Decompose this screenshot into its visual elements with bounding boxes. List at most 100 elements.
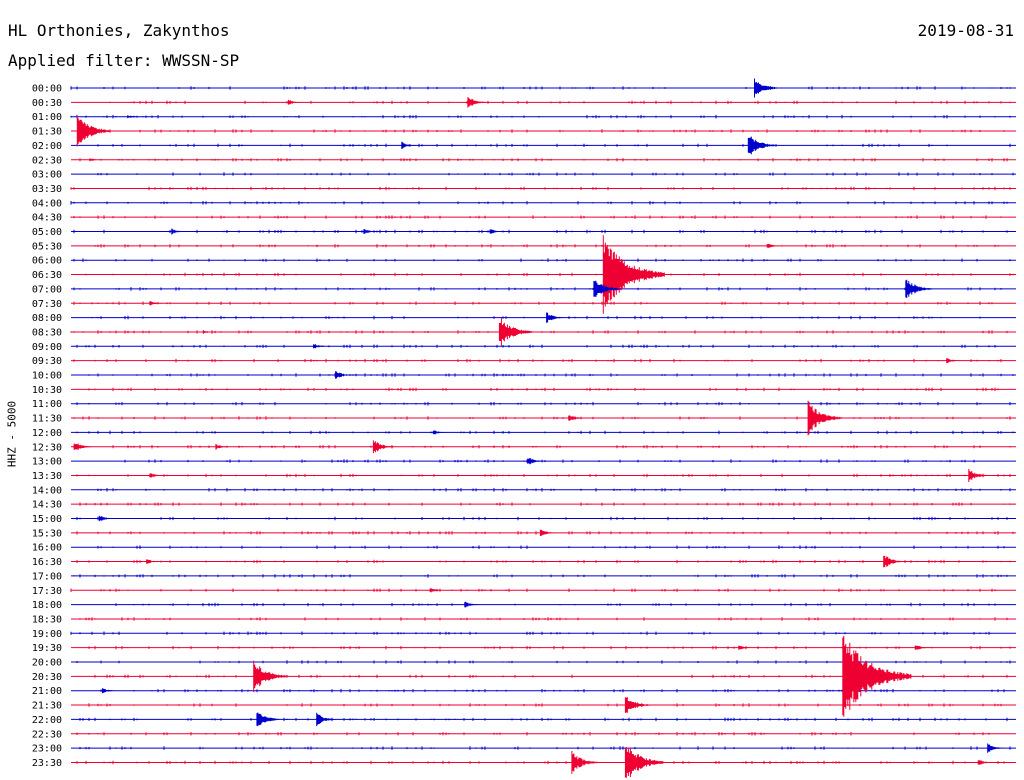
trace-noise bbox=[70, 186, 1011, 191]
row-time-label: 05:00 bbox=[32, 227, 62, 238]
seismic-event bbox=[171, 228, 186, 235]
seismic-event bbox=[102, 688, 116, 694]
row-time-label: 08:30 bbox=[32, 327, 62, 338]
seismic-event bbox=[571, 751, 598, 774]
trace-noise bbox=[76, 430, 1014, 435]
row-time-label: 08:00 bbox=[32, 313, 62, 324]
row-time-label: 10:30 bbox=[32, 385, 62, 396]
trace-noise bbox=[109, 100, 1011, 105]
row-time-label: 14:30 bbox=[32, 500, 62, 511]
seismic-event bbox=[498, 318, 532, 346]
row-time-label: 19:30 bbox=[32, 643, 62, 654]
seismic-event bbox=[372, 440, 394, 454]
seismic-event bbox=[568, 415, 585, 421]
trace-noise bbox=[79, 158, 1008, 162]
seismic-event bbox=[546, 312, 565, 323]
row-time-label: 12:00 bbox=[32, 428, 62, 439]
trace-noise bbox=[70, 201, 1008, 205]
row-time-label: 07:30 bbox=[32, 299, 62, 310]
row-time-label: 09:30 bbox=[32, 356, 62, 367]
row-time-label: 11:00 bbox=[32, 399, 62, 410]
row-time-label: 14:00 bbox=[32, 485, 62, 496]
seismic-event bbox=[527, 457, 545, 465]
trace-noise bbox=[97, 172, 1014, 176]
row-time-label: 12:30 bbox=[32, 442, 62, 453]
row-time-label: 17:30 bbox=[32, 586, 62, 597]
row-time-label: 18:30 bbox=[32, 614, 62, 625]
seismic-event bbox=[842, 635, 912, 717]
row-time-label: 18:00 bbox=[32, 600, 62, 611]
trace-noise bbox=[115, 602, 996, 607]
seismic-event bbox=[146, 559, 161, 564]
trace-noise bbox=[79, 502, 1014, 506]
row-time-label: 01:30 bbox=[32, 127, 62, 138]
trace-noise bbox=[88, 387, 999, 392]
trace-noise bbox=[97, 488, 1011, 492]
row-time-label: 00:00 bbox=[32, 84, 62, 95]
row-time-label: 15:00 bbox=[32, 514, 62, 525]
seismic-event bbox=[766, 243, 781, 248]
trace-noise bbox=[76, 732, 990, 736]
row-time-label: 13:00 bbox=[32, 457, 62, 468]
row-time-label: 16:00 bbox=[32, 543, 62, 554]
row-time-label: 05:30 bbox=[32, 241, 62, 252]
row-time-label: 04:30 bbox=[32, 213, 62, 224]
seismic-event bbox=[313, 344, 327, 349]
row-time-label: 06:00 bbox=[32, 256, 62, 267]
seismic-event bbox=[316, 712, 337, 727]
seismic-event bbox=[149, 301, 164, 306]
trace-noise bbox=[76, 473, 1011, 478]
row-time-label: 20:00 bbox=[32, 658, 62, 669]
row-time-label: 22:00 bbox=[32, 715, 62, 726]
row-time-label: 23:00 bbox=[32, 744, 62, 755]
row-time-label: 16:30 bbox=[32, 557, 62, 568]
seismic-event bbox=[905, 279, 932, 298]
trace-noise bbox=[73, 287, 1002, 291]
trace-noise bbox=[70, 86, 1011, 90]
seismic-event bbox=[432, 430, 447, 435]
seismic-event bbox=[602, 235, 665, 314]
seismic-event bbox=[489, 229, 504, 234]
row-time-label: 06:30 bbox=[32, 270, 62, 281]
seismic-event bbox=[539, 529, 556, 536]
seismic-event bbox=[127, 115, 141, 119]
trace-noise bbox=[73, 258, 1011, 262]
row-time-label: 11:30 bbox=[32, 414, 62, 425]
trace-noise bbox=[94, 244, 999, 248]
row-time-label: 10:00 bbox=[32, 371, 62, 382]
seismic-event bbox=[987, 743, 1005, 753]
trace-noise bbox=[70, 631, 990, 636]
seismic-event bbox=[215, 443, 230, 450]
seismic-event bbox=[98, 515, 115, 522]
seismic-event bbox=[624, 747, 664, 778]
row-time-label: 23:30 bbox=[32, 758, 62, 769]
seismic-event bbox=[807, 400, 842, 436]
station-title: HL Orthonies, Zakynthos bbox=[8, 21, 230, 40]
row-time-label: 21:30 bbox=[32, 701, 62, 712]
row-time-label: 01:00 bbox=[32, 112, 62, 123]
seismic-event bbox=[401, 141, 418, 149]
seismic-event bbox=[914, 645, 931, 650]
trace-noise bbox=[91, 315, 981, 320]
seismic-event bbox=[202, 330, 216, 334]
seismic-event bbox=[977, 760, 994, 765]
seismic-event bbox=[593, 280, 620, 297]
trace-noise bbox=[76, 559, 1011, 564]
trace-noise bbox=[79, 746, 1011, 750]
row-time-label: 03:00 bbox=[32, 170, 62, 181]
trace-noise bbox=[76, 531, 1014, 535]
row-time-label: 17:00 bbox=[32, 571, 62, 582]
row-time-label: 02:00 bbox=[32, 141, 62, 152]
row-time-label: 03:30 bbox=[32, 184, 62, 195]
seismic-event bbox=[73, 443, 92, 450]
trace-noise bbox=[73, 229, 1008, 234]
seismic-event bbox=[335, 371, 353, 379]
trace-noise bbox=[76, 401, 1011, 406]
trace-noise bbox=[79, 617, 1008, 621]
row-time-label: 00:30 bbox=[32, 98, 62, 109]
date-label: 2019-08-31 bbox=[917, 21, 1014, 40]
seismic-event bbox=[946, 358, 961, 364]
trace-noise bbox=[88, 645, 1011, 650]
row-time-label: 22:30 bbox=[32, 729, 62, 740]
